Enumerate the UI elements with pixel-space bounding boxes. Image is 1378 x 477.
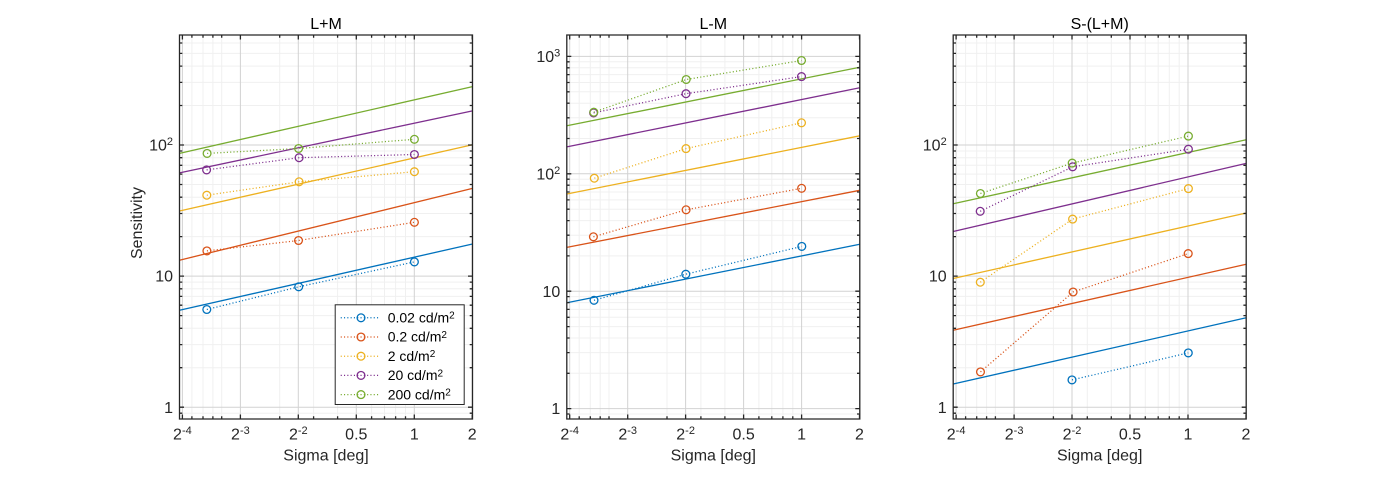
svg-text:Sigma [deg]: Sigma [deg] (283, 448, 368, 465)
svg-text:2: 2 (1242, 427, 1251, 444)
svg-text:L-M: L-M (700, 16, 728, 33)
svg-text:Sensitivity: Sensitivity (129, 187, 146, 259)
svg-text:0.5: 0.5 (345, 427, 367, 444)
svg-text:Sigma [deg]: Sigma [deg] (1057, 448, 1142, 465)
svg-text:20 cd/m2: 20 cd/m2 (388, 367, 444, 383)
svg-text:0.5: 0.5 (732, 427, 754, 444)
svg-text:1: 1 (164, 400, 173, 417)
svg-text:0.5: 0.5 (1119, 427, 1141, 444)
svg-text:2: 2 (468, 427, 477, 444)
svg-text:1: 1 (1184, 427, 1193, 444)
svg-text:10: 10 (543, 284, 561, 301)
svg-text:0.2 cd/m2: 0.2 cd/m2 (388, 329, 448, 345)
svg-text:0.02 cd/m2: 0.02 cd/m2 (388, 310, 455, 326)
svg-text:10: 10 (929, 269, 947, 286)
svg-text:2: 2 (855, 427, 864, 444)
svg-text:1: 1 (797, 427, 806, 444)
svg-text:Sigma [deg]: Sigma [deg] (671, 448, 756, 465)
svg-text:L+M: L+M (310, 16, 342, 33)
svg-text:200 cd/m2: 200 cd/m2 (388, 386, 452, 402)
svg-text:1: 1 (551, 401, 560, 418)
svg-text:2 cd/m2: 2 cd/m2 (388, 348, 436, 364)
svg-text:S-(L+M): S-(L+M) (1071, 16, 1129, 33)
svg-text:1: 1 (410, 427, 419, 444)
svg-text:1: 1 (938, 400, 947, 417)
svg-text:10: 10 (155, 269, 173, 286)
